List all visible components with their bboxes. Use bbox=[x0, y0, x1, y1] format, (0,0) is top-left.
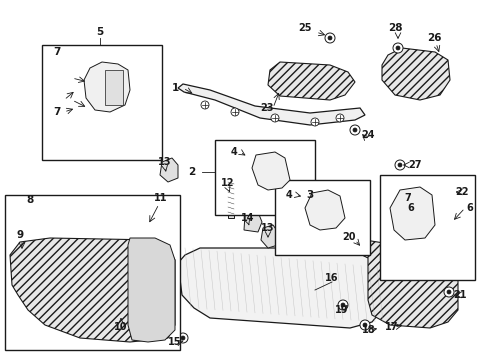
Polygon shape bbox=[178, 248, 386, 328]
Text: 13: 13 bbox=[158, 157, 172, 167]
Circle shape bbox=[341, 303, 345, 307]
Circle shape bbox=[271, 114, 279, 122]
Text: 28: 28 bbox=[388, 23, 402, 33]
Text: 6: 6 bbox=[466, 203, 473, 213]
Text: 20: 20 bbox=[342, 232, 356, 242]
Text: 2: 2 bbox=[188, 167, 196, 177]
Polygon shape bbox=[382, 48, 450, 100]
Polygon shape bbox=[10, 238, 175, 342]
Circle shape bbox=[338, 300, 348, 310]
Text: 7: 7 bbox=[405, 193, 412, 203]
Text: 9: 9 bbox=[17, 230, 24, 240]
Circle shape bbox=[396, 46, 400, 50]
Text: 15: 15 bbox=[168, 337, 182, 347]
Circle shape bbox=[201, 101, 209, 109]
Text: 21: 21 bbox=[453, 290, 467, 300]
Text: 4: 4 bbox=[286, 190, 293, 200]
Text: 22: 22 bbox=[455, 187, 469, 197]
Bar bbox=[5, 195, 180, 350]
Text: 24: 24 bbox=[361, 130, 375, 140]
Polygon shape bbox=[178, 84, 365, 125]
Circle shape bbox=[398, 163, 402, 167]
Text: 19: 19 bbox=[335, 305, 349, 315]
Circle shape bbox=[328, 36, 332, 40]
Circle shape bbox=[363, 323, 367, 327]
Bar bbox=[215, 140, 315, 215]
Polygon shape bbox=[228, 178, 234, 218]
Circle shape bbox=[325, 33, 335, 43]
Text: 27: 27 bbox=[408, 160, 422, 170]
Circle shape bbox=[350, 125, 360, 135]
Polygon shape bbox=[268, 62, 355, 100]
Text: 17: 17 bbox=[385, 322, 399, 332]
Circle shape bbox=[336, 114, 344, 122]
Text: 5: 5 bbox=[97, 27, 103, 37]
Circle shape bbox=[395, 160, 405, 170]
Text: 11: 11 bbox=[154, 193, 168, 203]
Text: 4: 4 bbox=[231, 147, 237, 157]
Circle shape bbox=[311, 118, 319, 126]
Circle shape bbox=[360, 320, 370, 330]
Circle shape bbox=[126, 318, 130, 322]
Circle shape bbox=[447, 290, 451, 294]
Text: 12: 12 bbox=[221, 178, 235, 188]
Polygon shape bbox=[128, 238, 175, 342]
Polygon shape bbox=[244, 212, 262, 232]
Text: 23: 23 bbox=[260, 103, 274, 113]
Circle shape bbox=[353, 128, 357, 132]
Circle shape bbox=[181, 336, 185, 340]
Text: 7: 7 bbox=[53, 107, 61, 117]
Text: 14: 14 bbox=[241, 213, 255, 223]
Polygon shape bbox=[390, 187, 435, 240]
Circle shape bbox=[293, 193, 303, 203]
Circle shape bbox=[393, 43, 403, 53]
Circle shape bbox=[391, 184, 399, 192]
Text: 25: 25 bbox=[298, 23, 312, 33]
Text: 3: 3 bbox=[306, 190, 314, 200]
Text: 8: 8 bbox=[26, 195, 34, 205]
Text: 10: 10 bbox=[114, 322, 128, 332]
Circle shape bbox=[118, 62, 126, 70]
Polygon shape bbox=[160, 158, 178, 182]
Text: 16: 16 bbox=[325, 273, 339, 283]
Bar bbox=[380, 175, 475, 280]
Circle shape bbox=[123, 315, 133, 325]
Bar bbox=[105, 70, 123, 105]
Text: 1: 1 bbox=[172, 83, 179, 93]
Circle shape bbox=[453, 186, 457, 190]
Polygon shape bbox=[348, 240, 458, 328]
Polygon shape bbox=[252, 152, 290, 190]
Circle shape bbox=[235, 153, 245, 163]
Circle shape bbox=[96, 114, 104, 122]
Circle shape bbox=[231, 108, 239, 116]
Bar bbox=[42, 45, 162, 160]
Circle shape bbox=[444, 287, 454, 297]
Polygon shape bbox=[84, 62, 130, 112]
Text: 7: 7 bbox=[53, 47, 61, 57]
Polygon shape bbox=[261, 225, 278, 248]
Text: 13: 13 bbox=[261, 223, 275, 233]
Circle shape bbox=[178, 333, 188, 343]
Bar bbox=[275, 180, 370, 255]
Circle shape bbox=[450, 183, 460, 193]
Text: 18: 18 bbox=[362, 325, 376, 335]
Text: 26: 26 bbox=[427, 33, 441, 43]
Text: 6: 6 bbox=[408, 203, 415, 213]
Circle shape bbox=[428, 234, 436, 242]
Polygon shape bbox=[305, 190, 345, 230]
